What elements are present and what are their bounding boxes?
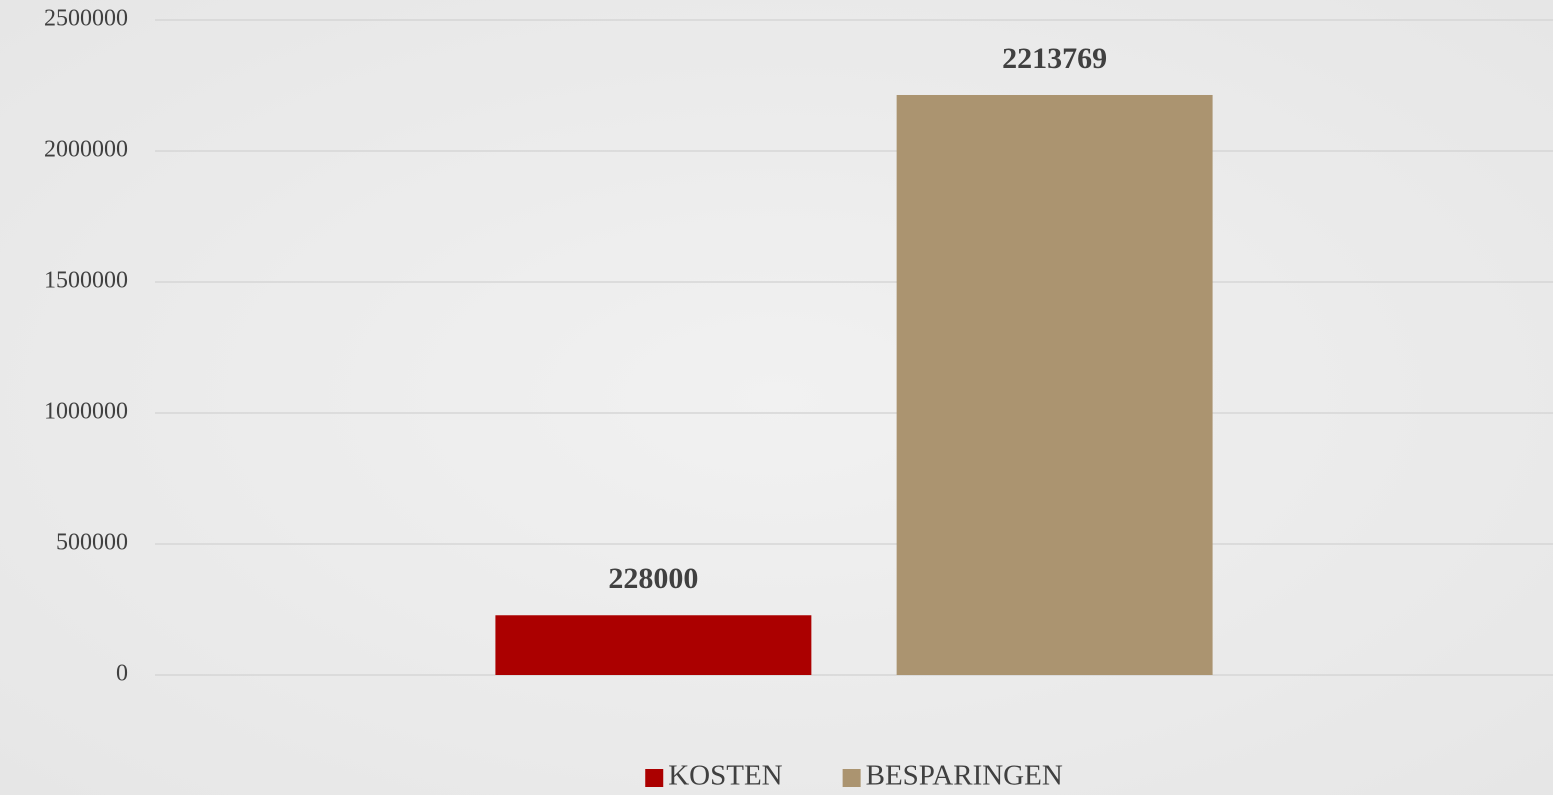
legend-swatch [645,769,664,787]
data-label: 228000 [608,562,698,595]
legend-swatch [842,769,861,787]
legend-label: KOSTEN [668,760,782,792]
bar [896,94,1213,675]
bar [495,615,812,675]
y-tick-label: 1500000 [44,268,128,294]
y-tick-label: 2000000 [44,137,128,163]
y-tick-label: 2500000 [44,6,128,32]
y-tick-label: 500000 [56,530,128,556]
y-tick-label: 0 [116,661,128,687]
legend-label: BESPARINGEN [866,760,1063,792]
data-label: 2213769 [1002,42,1107,75]
y-tick-label: 1000000 [44,399,128,425]
